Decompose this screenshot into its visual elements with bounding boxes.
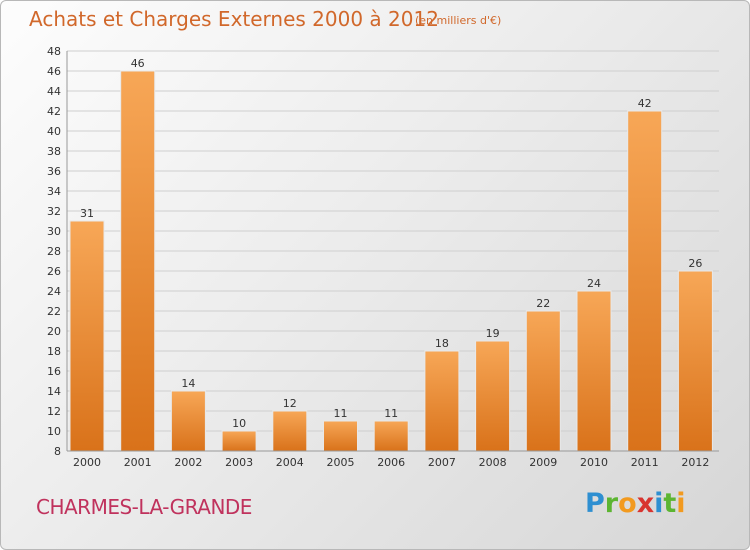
bar-2004: [272, 410, 308, 452]
bar-2010: [576, 290, 612, 452]
bar-2003: [221, 430, 257, 452]
x-tick-label-2008: 2008: [479, 456, 507, 469]
y-tick-label: 34: [47, 185, 61, 198]
y-tick-label: 22: [47, 305, 61, 318]
data-label-2007: 18: [435, 337, 449, 350]
bar-2000: [69, 220, 105, 452]
x-tick-label-2006: 2006: [377, 456, 405, 469]
bar-2007: [424, 350, 460, 452]
logo-letter: t: [663, 488, 677, 519]
data-label-2000: 31: [80, 207, 94, 220]
y-tick-label: 30: [47, 225, 61, 238]
bar-2012: [677, 270, 713, 452]
data-label-2010: 24: [587, 277, 601, 290]
x-tick-label-2007: 2007: [428, 456, 456, 469]
chart-title: Achats et Charges Externes 2000 à 2012: [29, 7, 439, 31]
bar-2002: [170, 390, 206, 452]
y-tick-label: 24: [47, 285, 61, 298]
x-tick-label-2004: 2004: [276, 456, 304, 469]
x-tick-label-2010: 2010: [580, 456, 608, 469]
data-label-2004: 12: [283, 397, 297, 410]
data-label-2005: 11: [334, 407, 348, 420]
x-tick-label-2011: 2011: [631, 456, 659, 469]
data-label-2001: 46: [131, 57, 145, 70]
chart-unit: (en milliers d'€): [415, 14, 502, 27]
data-label-2012: 26: [688, 257, 702, 270]
x-tick-label-2000: 2000: [73, 456, 101, 469]
y-tick-label: 42: [47, 105, 61, 118]
proxiti-logo: Proxiti: [585, 488, 686, 519]
y-tick-label: 16: [47, 365, 61, 378]
y-tick-label: 48: [47, 45, 61, 58]
y-tick-label: 28: [47, 245, 61, 258]
x-tick-label-2005: 2005: [327, 456, 355, 469]
y-tick-label: 12: [47, 405, 61, 418]
y-tick-label: 46: [47, 65, 61, 78]
y-tick-label: 40: [47, 125, 61, 138]
bar-2006: [373, 420, 409, 452]
y-tick-label: 8: [54, 445, 61, 458]
y-tick-label: 38: [47, 145, 61, 158]
bar-2009: [525, 310, 561, 452]
y-tick-label: 10: [47, 425, 61, 438]
x-tick-label-2003: 2003: [225, 456, 253, 469]
bar-2001: [120, 70, 156, 452]
logo-letter: o: [618, 488, 637, 519]
logo-letter: P: [585, 488, 605, 519]
data-label-2009: 22: [536, 297, 550, 310]
logo-letter: i: [654, 488, 664, 519]
place-name: CHARMES-LA-GRANDE: [36, 495, 252, 519]
y-tick-label: 26: [47, 265, 61, 278]
data-label-2002: 14: [181, 377, 195, 390]
y-tick-label: 18: [47, 345, 61, 358]
logo-letter: r: [604, 488, 619, 519]
x-tick-label-2002: 2002: [174, 456, 202, 469]
y-tick-label: 32: [47, 205, 61, 218]
data-label-2006: 11: [384, 407, 398, 420]
bar-2008: [475, 340, 511, 452]
logo-letter: i: [676, 488, 686, 519]
bar-2011: [627, 110, 663, 452]
data-label-2003: 10: [232, 417, 246, 430]
data-label-2008: 19: [486, 327, 500, 340]
y-tick-label: 44: [47, 85, 61, 98]
y-tick-label: 14: [47, 385, 61, 398]
y-tick-label: 36: [47, 165, 61, 178]
x-tick-label-2012: 2012: [681, 456, 709, 469]
y-tick-label: 20: [47, 325, 61, 338]
x-tick-label-2009: 2009: [529, 456, 557, 469]
data-label-2011: 42: [638, 97, 652, 110]
x-tick-label-2001: 2001: [124, 456, 152, 469]
logo-letter: x: [636, 488, 655, 519]
bar-2005: [323, 420, 358, 452]
